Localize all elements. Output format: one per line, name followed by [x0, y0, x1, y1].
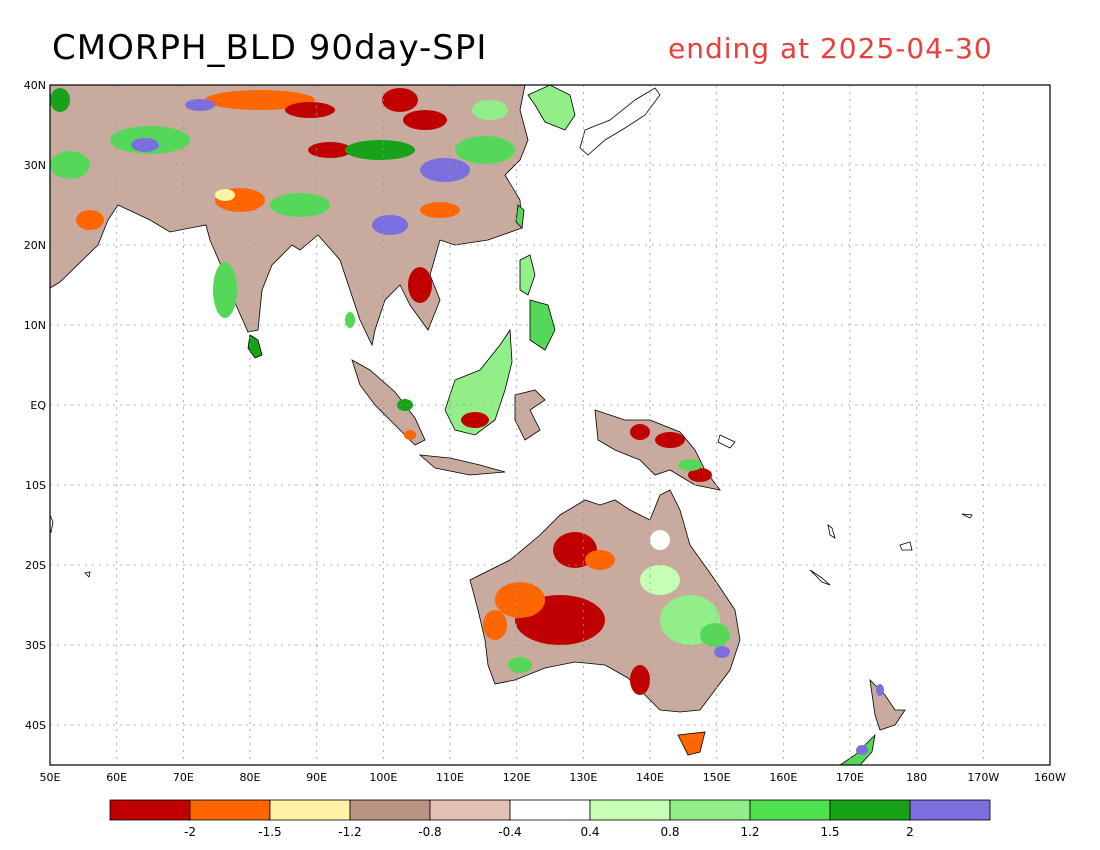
lat-tick-label: 30N — [24, 159, 46, 172]
colorbar-swatch — [349, 799, 431, 821]
lon-tick-label: 140E — [636, 771, 664, 784]
sumatra — [351, 359, 426, 446]
colorbar-label: 0.4 — [580, 825, 599, 839]
longitude-axis: 50E 60E 70E 80E 90E 100E 110E 120E 130E 140E 150E 1… — [40, 771, 1067, 784]
java — [418, 454, 506, 476]
lon-tick-label: 170E — [836, 771, 864, 784]
lon-tick-label: 90E — [306, 771, 327, 784]
lon-tick-label: 160W — [1034, 771, 1066, 784]
borneo — [444, 328, 513, 436]
lon-tick-label: 80E — [240, 771, 261, 784]
mauritius — [84, 571, 91, 578]
colorbar-label: -0.4 — [498, 825, 521, 839]
solomon-islands — [717, 434, 736, 449]
colorbar-swatch — [109, 799, 191, 821]
australia — [469, 489, 741, 713]
lon-tick-label: 180 — [906, 771, 927, 784]
colorbar-label: -0.8 — [418, 825, 441, 839]
lon-tick-label: 170W — [967, 771, 999, 784]
lat-tick-label: 20N — [24, 239, 46, 252]
lon-tick-label: 50E — [40, 771, 61, 784]
lon-tick-label: 130E — [569, 771, 597, 784]
samoa — [961, 513, 973, 519]
fiji — [899, 541, 913, 551]
lon-tick-label: 100E — [369, 771, 397, 784]
lon-tick-label: 70E — [173, 771, 194, 784]
colorbar-swatch — [429, 799, 511, 821]
colorbar-swatch — [509, 799, 591, 821]
plot-frame — [49, 84, 1051, 766]
map-title: CMORPH_BLD 90day-SPI — [52, 28, 488, 68]
colorbar-legend: -2 -1.5 -1.2 -0.8 -0.4 0.4 0.8 1.2 1.5 2 — [109, 799, 991, 839]
gridlines — [50, 85, 1050, 765]
korea — [527, 85, 576, 131]
taiwan — [515, 204, 525, 229]
japan — [579, 87, 661, 156]
lat-tick-label: 10S — [25, 479, 46, 492]
new-caledonia — [809, 569, 831, 586]
colorbar-swatch — [269, 799, 351, 821]
lat-tick-label: 40S — [25, 719, 46, 732]
lat-tick-label: 40N — [24, 79, 46, 92]
colorbar-swatch — [589, 799, 671, 821]
lon-tick-label: 60E — [106, 771, 127, 784]
colorbar-label: 0.8 — [660, 825, 679, 839]
colorbar-label: -1.2 — [338, 825, 361, 839]
sulawesi — [514, 389, 546, 441]
date-subtitle: ending at 2025-04-30 — [668, 32, 993, 65]
latitude-axis: 40N 30N 20N 10N EQ 10S 20S 30S 40S — [24, 79, 47, 732]
colorbar-swatch — [749, 799, 831, 821]
madagascar-tip — [50, 514, 54, 534]
lat-tick-label: 20S — [25, 559, 46, 572]
lon-tick-label: 120E — [503, 771, 531, 784]
colorbar-label: 1.2 — [740, 825, 759, 839]
colorbar-label: -1.5 — [258, 825, 281, 839]
colorbar-swatch — [909, 799, 991, 821]
lon-tick-label: 110E — [436, 771, 464, 784]
colorbar-swatch — [189, 799, 271, 821]
colorbar-label: 2 — [906, 825, 914, 839]
new-zealand — [839, 678, 906, 765]
vanuatu — [827, 524, 836, 539]
lon-tick-label: 160E — [769, 771, 797, 784]
lat-tick-label: EQ — [30, 399, 46, 412]
sri-lanka — [247, 334, 263, 359]
colorbar-swatch — [829, 799, 911, 821]
asia-landmass — [50, 85, 529, 347]
colorbar-swatch — [669, 799, 751, 821]
philippines — [519, 254, 556, 351]
tasmania — [677, 731, 706, 756]
lon-tick-label: 150E — [703, 771, 731, 784]
lat-tick-label: 30S — [25, 639, 46, 652]
colorbar-label: -2 — [184, 825, 196, 839]
colorbar-label: 1.5 — [820, 825, 839, 839]
lat-tick-label: 10N — [24, 319, 46, 332]
map-content — [50, 85, 973, 765]
